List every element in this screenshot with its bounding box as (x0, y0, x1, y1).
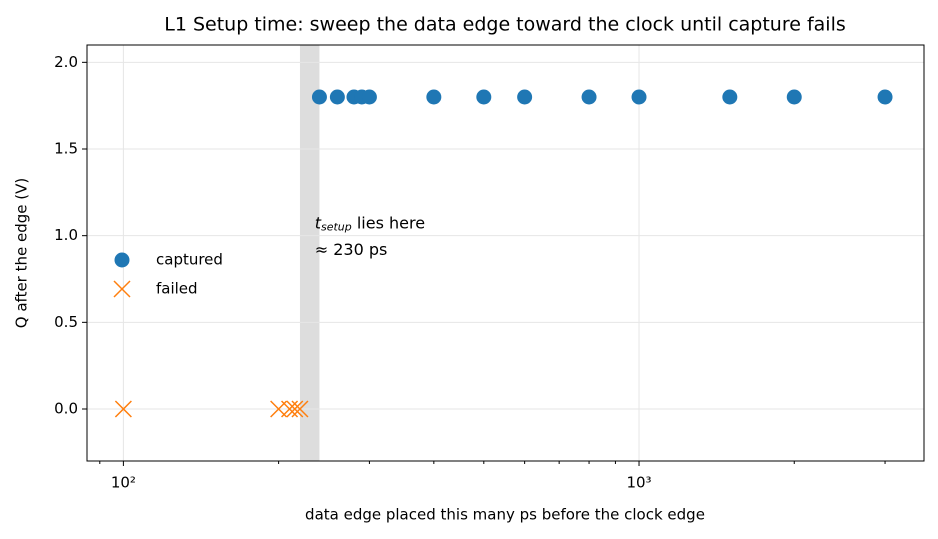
annotation-subscript: setup (321, 221, 352, 234)
y-tick-label: 1.5 (54, 140, 78, 158)
point (361, 89, 377, 105)
point (114, 400, 132, 418)
x-marker (286, 400, 304, 418)
y-tick-label: 0.5 (54, 313, 78, 331)
plot-frame (86, 44, 925, 462)
annotation-symbol: t (315, 213, 322, 232)
point (291, 400, 309, 418)
y-tick-label: 1.0 (54, 226, 78, 244)
point (722, 89, 738, 105)
x-tick-label: 10² (111, 474, 136, 492)
y-tick-label: 0.0 (54, 400, 78, 418)
x-tick-label: 10³ (626, 474, 651, 492)
legend-marker (114, 252, 130, 268)
point (311, 89, 327, 105)
annotation: tsetup lies here (315, 213, 425, 234)
legend-marker (113, 280, 131, 298)
point (426, 89, 442, 105)
point (786, 89, 802, 105)
chart-title: L1 Setup time: sweep the data edge towar… (164, 14, 846, 36)
annotation-text: lies here (352, 213, 425, 232)
point (517, 89, 533, 105)
point (329, 89, 345, 105)
x-marker (114, 400, 132, 418)
point (581, 89, 597, 105)
annotation: ≈ 230 ps (315, 240, 388, 259)
legend-label: captured (156, 251, 223, 269)
x-axis-label: data edge placed this many ps before the… (305, 506, 705, 524)
x-marker (113, 280, 131, 298)
point (631, 89, 647, 105)
point (476, 89, 492, 105)
y-tick-label: 2.0 (54, 53, 78, 71)
point (286, 400, 304, 418)
point (877, 89, 893, 105)
legend-label: failed (156, 280, 198, 298)
x-marker (291, 400, 309, 418)
y-axis-label: Q after the edge (V) (13, 178, 31, 328)
